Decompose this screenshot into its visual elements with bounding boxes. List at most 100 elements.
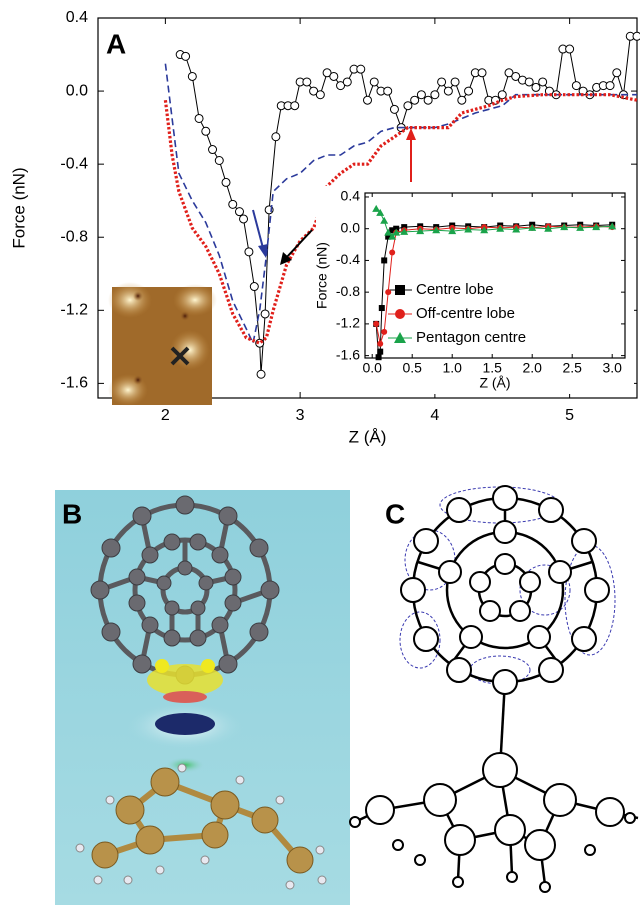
marker	[606, 82, 614, 90]
y-tick-label: 0.0	[66, 82, 88, 99]
x-tick-label: 3	[296, 407, 305, 424]
density-yellow	[201, 659, 215, 673]
marker	[404, 102, 412, 110]
stm-spot	[180, 311, 190, 321]
marker	[357, 65, 365, 73]
marker	[272, 133, 280, 141]
marker	[257, 370, 265, 378]
marker	[395, 309, 405, 319]
marker	[316, 91, 324, 99]
arrow	[286, 230, 312, 258]
legend-label: Pentagon centre	[416, 329, 526, 346]
marker	[364, 96, 372, 104]
x-tick-label: 0.5	[402, 360, 422, 376]
y-tick-label: -1.2	[336, 315, 360, 331]
marker	[411, 96, 419, 104]
y-tick-label: 0.0	[341, 219, 361, 235]
stm-spot	[173, 284, 217, 316]
x-tick-label: 0.0	[362, 360, 382, 376]
marker	[291, 102, 299, 110]
arrow	[253, 210, 263, 248]
y-tick-label: -0.8	[336, 283, 360, 299]
y-tick-label: -1.6	[336, 346, 360, 362]
marker	[195, 114, 203, 122]
marker	[633, 32, 640, 40]
marker	[539, 78, 547, 86]
x-axis-title: Z (Å)	[479, 375, 510, 391]
marker	[379, 305, 385, 311]
marker	[532, 83, 540, 91]
marker	[215, 157, 223, 165]
marker	[389, 249, 395, 255]
marker	[395, 285, 405, 295]
marker	[229, 200, 237, 208]
marker	[377, 349, 383, 355]
x-tick-label: 2.0	[522, 360, 542, 376]
marker	[438, 78, 446, 86]
marker	[478, 69, 486, 77]
y-tick-label: -0.8	[60, 228, 88, 245]
marker	[377, 341, 383, 347]
marker	[240, 215, 248, 223]
density-red	[163, 691, 207, 703]
marker	[376, 354, 382, 360]
marker	[458, 96, 466, 104]
marker	[202, 127, 210, 135]
x-tick-label: 1.0	[442, 360, 462, 376]
marker	[381, 329, 387, 335]
arrow-head	[258, 244, 268, 258]
x-tick-label: 5	[565, 407, 574, 424]
stm-spot	[108, 282, 152, 318]
marker	[613, 69, 621, 77]
x-tick-label: 2.5	[562, 360, 582, 376]
marker	[572, 82, 580, 90]
y-tick-label: -1.6	[60, 375, 88, 392]
marker	[209, 146, 217, 154]
legend-label: Off-centre lobe	[416, 305, 515, 322]
y-tick-label: -0.4	[336, 251, 360, 267]
marker	[373, 321, 379, 327]
stm-spot	[133, 375, 143, 385]
panel-c: C	[350, 486, 638, 892]
y-axis-title: Force (nN)	[9, 167, 28, 248]
y-tick-label: 0.4	[341, 188, 361, 204]
marker	[261, 310, 269, 318]
x-tick-label: 2	[161, 407, 170, 424]
marker	[384, 87, 392, 95]
x-tick-label: 1.5	[482, 360, 502, 376]
y-tick-label: -1.2	[60, 302, 88, 319]
stm-spot	[133, 291, 143, 301]
density-blue	[155, 713, 215, 735]
stm-image	[108, 282, 217, 406]
marker	[431, 91, 439, 99]
marker	[451, 78, 459, 86]
cluster-atoms	[350, 753, 635, 892]
marker	[330, 72, 338, 80]
marker	[465, 87, 473, 95]
panel-label: B	[62, 498, 82, 529]
marker	[417, 91, 425, 99]
y-tick-label: 0.4	[66, 9, 88, 26]
density-yellow	[155, 659, 169, 673]
marker	[250, 283, 258, 291]
marker	[381, 257, 387, 263]
panel-b: B	[55, 490, 350, 905]
x-axis-title: Z (Å)	[349, 427, 387, 446]
marker	[182, 52, 190, 60]
marker	[525, 78, 533, 86]
density-contours	[400, 487, 615, 684]
marker	[385, 289, 391, 295]
marker	[424, 96, 432, 104]
marker	[303, 78, 311, 86]
marker	[235, 208, 243, 216]
marker	[498, 91, 506, 99]
panel-label: C	[385, 498, 405, 529]
marker	[390, 105, 398, 113]
marker	[188, 72, 196, 80]
y-tick-label: -0.4	[60, 155, 88, 172]
legend-label: Centre lobe	[416, 281, 494, 298]
marker	[566, 45, 574, 53]
marker	[245, 248, 253, 256]
x-tick-label: 3.0	[602, 360, 622, 376]
x-tick-label: 4	[430, 407, 439, 424]
